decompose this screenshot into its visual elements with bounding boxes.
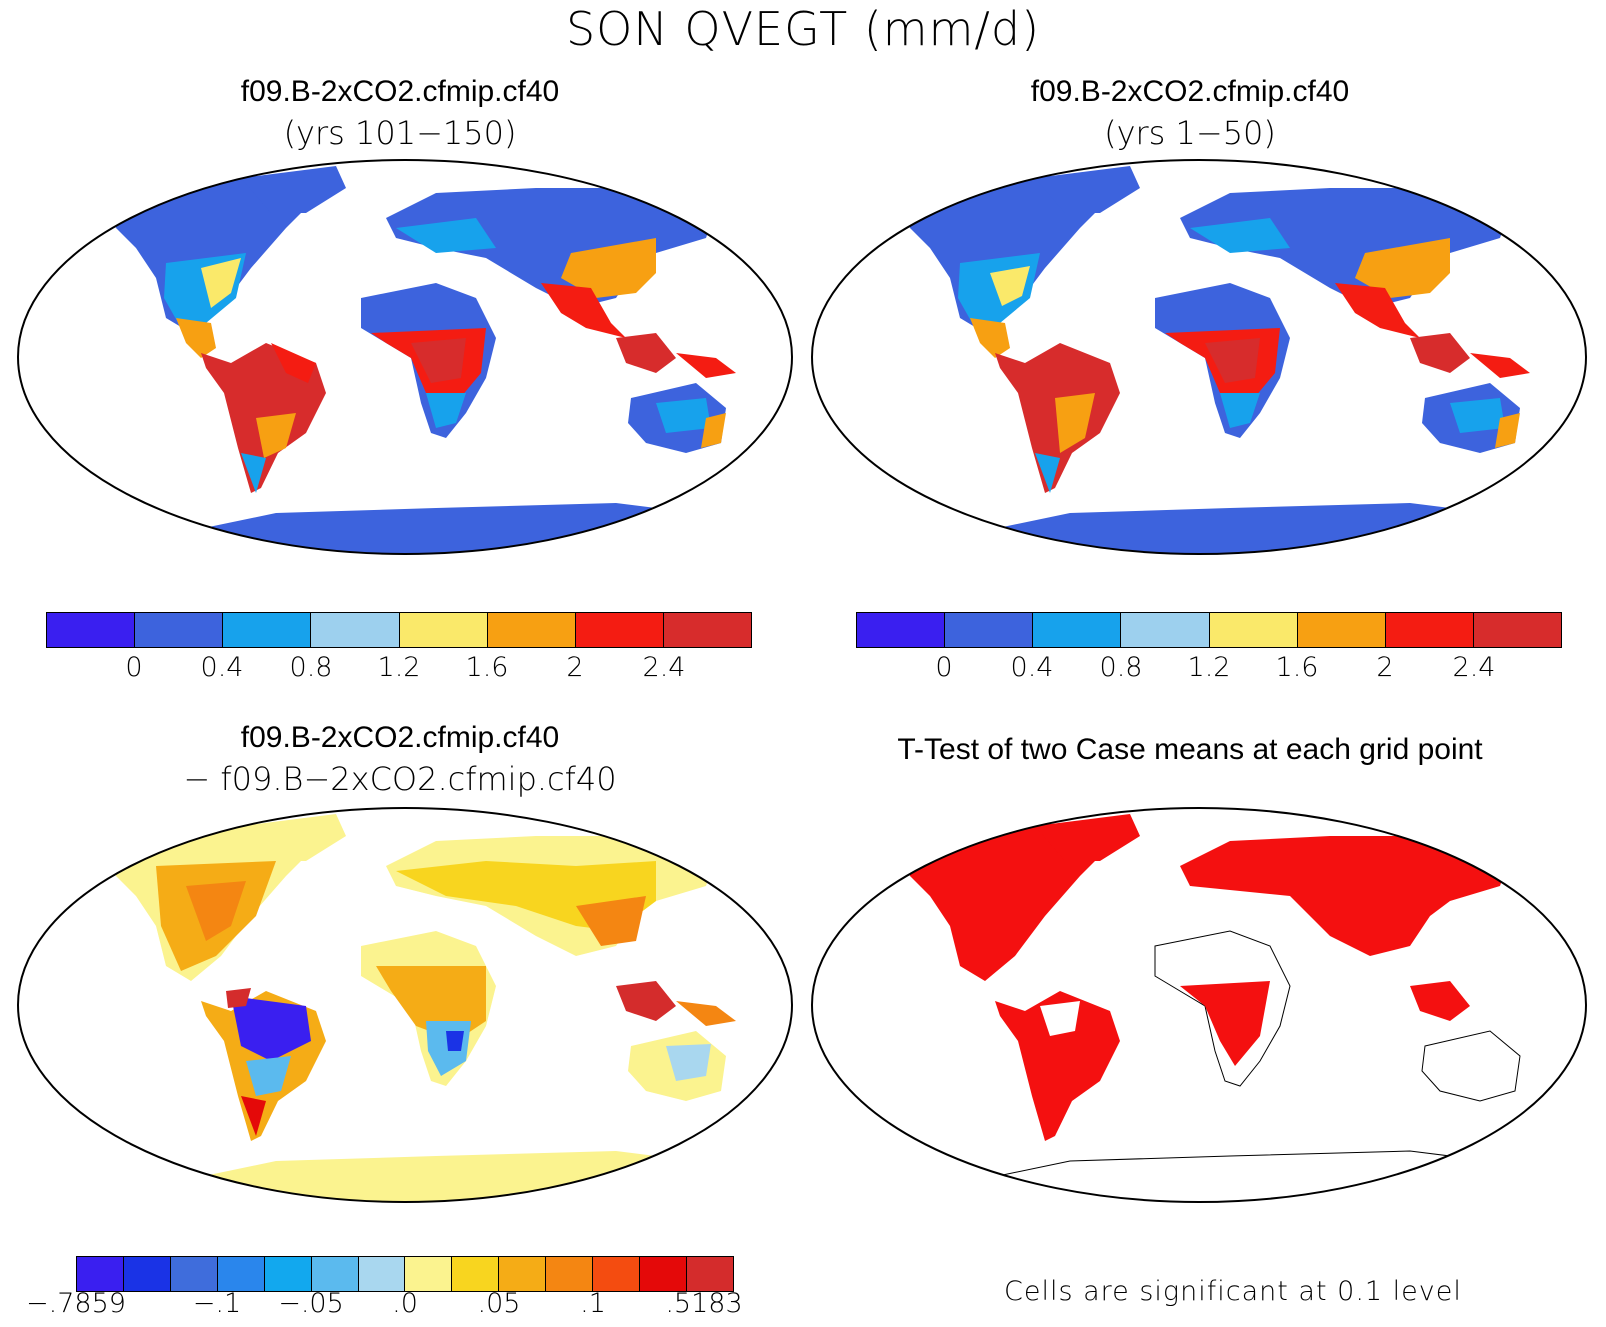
- colorbar-tick-label: 0: [125, 652, 143, 683]
- colorbar-cell: [1385, 613, 1474, 647]
- colorbar-cell: [857, 613, 946, 647]
- colorbar-tick-label: 2.4: [642, 652, 686, 683]
- colorbar-panel-2-labels: 0 0.4 0.8 1.2 1.6 2 2.4: [856, 652, 1562, 692]
- colorbar-cell: [77, 1257, 124, 1291]
- colorbar-cell: [575, 613, 664, 647]
- colorbar-cell: [546, 1257, 594, 1291]
- colorbar-cell: [170, 1257, 218, 1291]
- colorbar-cell: [123, 1257, 171, 1291]
- colorbar-cell: [663, 613, 751, 647]
- colorbar-panel-1-labels: 0 0.4 0.8 1.2 1.6 2 2.4: [46, 652, 752, 692]
- colorbar-tick-label: 0.8: [289, 652, 333, 683]
- colorbar-cell: [686, 1257, 733, 1291]
- colorbar-tick-label: 0: [935, 652, 953, 683]
- colorbar-tick-label: 1.2: [1187, 652, 1231, 683]
- colorbar-cell: [593, 1257, 641, 1291]
- colorbar-cell: [487, 613, 576, 647]
- colorbar-tick-label: .5183: [665, 1288, 743, 1319]
- panel-3-map: [17, 807, 793, 1203]
- colorbar-tick-label: .05: [477, 1288, 521, 1319]
- colorbar-cell: [1297, 613, 1386, 647]
- colorbar-cell: [358, 1257, 406, 1291]
- colorbar-tick-label: 1.6: [465, 652, 509, 683]
- colorbar-cell: [264, 1257, 312, 1291]
- colorbar-cell: [499, 1257, 547, 1291]
- colorbar-cell: [311, 1257, 359, 1291]
- colorbar-cell: [311, 613, 400, 647]
- panel-2-map: [811, 159, 1587, 555]
- colorbar-tick-label: 2: [566, 652, 584, 683]
- figure-title: SON QVEGT (mm/d): [565, 2, 1041, 56]
- colorbar-cell: [1033, 613, 1122, 647]
- colorbar-panel-2: [856, 612, 1562, 648]
- panel-1-map: [17, 159, 793, 555]
- colorbar-tick-label: −.05: [278, 1288, 344, 1319]
- colorbar-tick-label: −.1: [192, 1288, 242, 1319]
- colorbar-panel-3: [76, 1256, 734, 1292]
- colorbar-tick-label: .1: [580, 1288, 606, 1319]
- colorbar-tick-label: 0.4: [200, 652, 244, 683]
- colorbar-cell: [47, 613, 136, 647]
- colorbar-tick-label: 2: [1376, 652, 1394, 683]
- panel-2-subtitle: (yrs 1−50): [1104, 114, 1276, 152]
- panel-3-subtitle: − f09.B−2xCO2.cfmip.cf40: [183, 760, 617, 798]
- colorbar-cell: [1209, 613, 1298, 647]
- colorbar-tick-label: 0.4: [1010, 652, 1054, 683]
- panel-1-subtitle: (yrs 101−150): [283, 114, 517, 152]
- colorbar-panel-1: [46, 612, 752, 648]
- significance-note: Cells are significant at 0.1 level: [1004, 1276, 1462, 1307]
- colorbar-cell: [217, 1257, 265, 1291]
- colorbar-cell: [640, 1257, 687, 1291]
- panel-4-title: T-Test of two Case means at each grid po…: [897, 733, 1483, 766]
- colorbar-cell: [223, 613, 312, 647]
- colorbar-tick-label: 1.6: [1275, 652, 1319, 683]
- colorbar-panel-3-labels: −.7859 −.1 −.05 .0 .05 .1 .5183: [26, 1288, 743, 1327]
- panel-3-title: f09.B-2xCO2.cfmip.cf40: [240, 721, 560, 754]
- colorbar-cell: [1121, 613, 1210, 647]
- colorbar-cell: [399, 613, 488, 647]
- panel-2-title: f09.B-2xCO2.cfmip.cf40: [1030, 75, 1350, 108]
- colorbar-tick-label: 2.4: [1452, 652, 1496, 683]
- colorbar-tick-label: 0.8: [1099, 652, 1143, 683]
- colorbar-cell: [135, 613, 224, 647]
- colorbar-tick-label: 1.2: [377, 652, 421, 683]
- colorbar-tick-label: −.7859: [26, 1288, 126, 1319]
- colorbar-tick-label: .0: [392, 1288, 418, 1319]
- colorbar-cell: [452, 1257, 500, 1291]
- panel-4-map: [811, 807, 1587, 1203]
- colorbar-cell: [1473, 613, 1561, 647]
- colorbar-cell: [405, 1257, 453, 1291]
- panel-1-title: f09.B-2xCO2.cfmip.cf40: [240, 75, 560, 108]
- colorbar-cell: [945, 613, 1034, 647]
